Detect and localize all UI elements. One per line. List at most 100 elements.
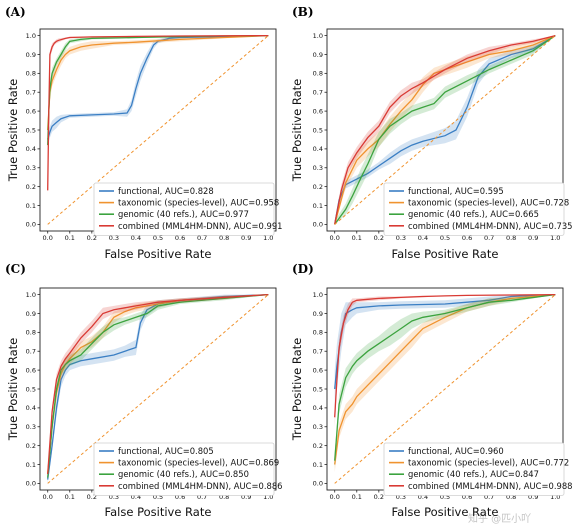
y-tick-label: 0.9 [26,51,36,59]
y-tick-label: 0.3 [313,164,323,172]
legend-entry: taxonomic (species-level), AUC=0.958 [118,198,279,208]
x-tick-label: 0.7 [484,234,494,242]
y-tick-label: 0.8 [26,70,36,78]
y-tick-label: 0.6 [313,107,323,115]
y-tick-label: 0.3 [26,164,36,172]
x-tick-label: 0.4 [418,493,428,501]
x-tick-label: 0.5 [153,234,163,242]
legend-frame [383,182,565,236]
x-tick-label: 0.0 [330,234,340,242]
y-tick-label: 0.2 [26,442,36,450]
legend-entry: genomic (40 refs.), AUC=0.665 [408,209,539,219]
y-axis-label: True Positive Rate [6,338,20,441]
x-tick-label: 0.0 [330,493,340,501]
series-line-4 [334,34,556,225]
x-tick-label: 0.7 [197,493,207,501]
y-tick-label: 1.0 [26,291,36,299]
x-tick-label: 0.7 [197,234,207,242]
series-line-2 [47,34,269,131]
y-axis-label: True Positive Rate [290,79,304,182]
legend-entry: functional, AUC=0.960 [408,446,504,456]
legend-entry: genomic (40 refs.), AUC=0.847 [408,469,539,479]
legend-entry: functional, AUC=0.805 [118,446,214,456]
x-tick-label: 0.6 [462,493,472,501]
y-tick-label: 0.0 [313,221,323,229]
series-band-4 [334,35,556,225]
y-tick-label: 0.5 [313,126,323,134]
x-tick-label: 0.8 [219,234,229,242]
x-tick-label: 0.2 [374,234,384,242]
y-tick-label: 0.0 [26,221,36,229]
x-tick-label: 1.0 [550,493,560,501]
series-line-4 [47,34,269,191]
y-tick-label: 0.6 [313,366,323,374]
y-tick-label: 0.8 [313,70,323,78]
panel-label: (C) [5,262,26,276]
x-tick-label: 0.8 [506,234,516,242]
x-tick-label: 1.0 [263,234,273,242]
chart-panel-4: (D) 0.0 0.1 0.2 0.3 0.4 0.5 0.6 0.7 0.8 0.9 1.0 0.0 0… [290,262,573,519]
y-tick-label: 0.9 [313,51,323,59]
chance-diagonal-line [47,35,269,225]
series-line-2 [47,293,269,475]
x-tick-label: 0.3 [396,493,406,501]
legend: functional, AUC=0.805 taxonomic (species-… [93,442,283,496]
x-tick-label: 0.5 [153,493,163,501]
chart-panel-1: (A) 0.0 0.1 0.2 0.3 0.4 0.5 0.6 0.7 0.8 0.9 1.0 0.0 0… [5,5,283,261]
series-line-2 [334,35,556,225]
series-band-2 [47,35,269,138]
legend-entry: functional, AUC=0.828 [118,186,214,196]
y-tick-label: 0.5 [313,385,323,393]
chance-diagonal-line [334,35,556,225]
y-tick-label: 1.0 [26,32,36,40]
series-band-2 [334,35,556,225]
y-tick-label: 0.3 [313,423,323,431]
legend: functional, AUC=0.828 taxonomic (species-… [93,182,283,236]
y-tick-label: 0.4 [313,145,323,153]
series-line-3 [47,293,269,478]
legend-entry: taxonomic (species-level), AUC=0.869 [118,458,279,468]
legend-entry: taxonomic (species-level), AUC=0.772 [408,458,569,468]
x-tick-label: 0.1 [352,234,362,242]
x-tick-label: 0.4 [131,234,141,242]
chart-panel-3: (C) 0.0 0.1 0.2 0.3 0.4 0.5 0.6 0.7 0.8 0.9 1.0 0.0 0… [5,262,283,519]
x-tick-label: 0.3 [109,234,119,242]
x-tick-label: 1.0 [263,493,273,501]
x-axis-label: False Positive Rate [392,505,499,519]
legend-entry: genomic (40 refs.), AUC=0.850 [118,469,249,479]
x-tick-label: 0.1 [352,493,362,501]
legend-frame [383,442,565,496]
y-tick-label: 0.1 [313,202,323,210]
x-tick-label: 0.6 [462,234,472,242]
legend-entry: genomic (40 refs.), AUC=0.977 [118,209,249,219]
series-line-3 [334,293,556,461]
x-axis-label: False Positive Rate [105,247,212,261]
x-tick-label: 0.9 [241,234,251,242]
legend: functional, AUC=0.595 taxonomic (species-… [383,182,573,236]
chart-panel-2: (B) 0.0 0.1 0.2 0.3 0.4 0.5 0.6 0.7 0.8 0.9 1.0 0.0 0… [290,5,573,261]
x-tick-label: 0.9 [528,234,538,242]
x-tick-label: 0.1 [65,234,75,242]
series-line-3 [334,35,556,225]
x-axis-label: False Positive Rate [392,247,499,261]
y-tick-label: 0.4 [26,145,36,153]
y-tick-label: 0.8 [313,329,323,337]
series-band-3 [334,294,556,469]
watermark: 知乎 @匹小吖 [468,512,531,525]
chance-diagonal-line [47,294,269,484]
y-tick-label: 0.7 [26,348,36,356]
x-tick-label: 0.3 [109,493,119,501]
x-tick-label: 0.6 [175,493,185,501]
x-tick-label: 0.2 [374,493,384,501]
y-tick-label: 0.7 [313,348,323,356]
x-tick-label: 0.5 [440,493,450,501]
y-tick-label: 0.0 [313,480,323,488]
x-tick-label: 0.8 [506,493,516,501]
y-tick-label: 0.1 [26,461,36,469]
series-line-3 [47,34,269,146]
legend-frame [93,442,275,496]
x-tick-label: 0.0 [43,234,53,242]
y-tick-label: 0.6 [26,107,36,115]
y-tick-label: 0.2 [313,183,323,191]
x-tick-label: 0.8 [219,493,229,501]
